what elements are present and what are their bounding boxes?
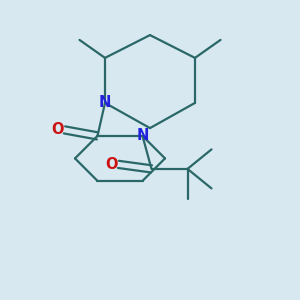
Text: N: N <box>99 95 111 110</box>
Text: O: O <box>52 122 64 137</box>
Text: O: O <box>106 157 118 172</box>
Text: N: N <box>136 128 149 143</box>
